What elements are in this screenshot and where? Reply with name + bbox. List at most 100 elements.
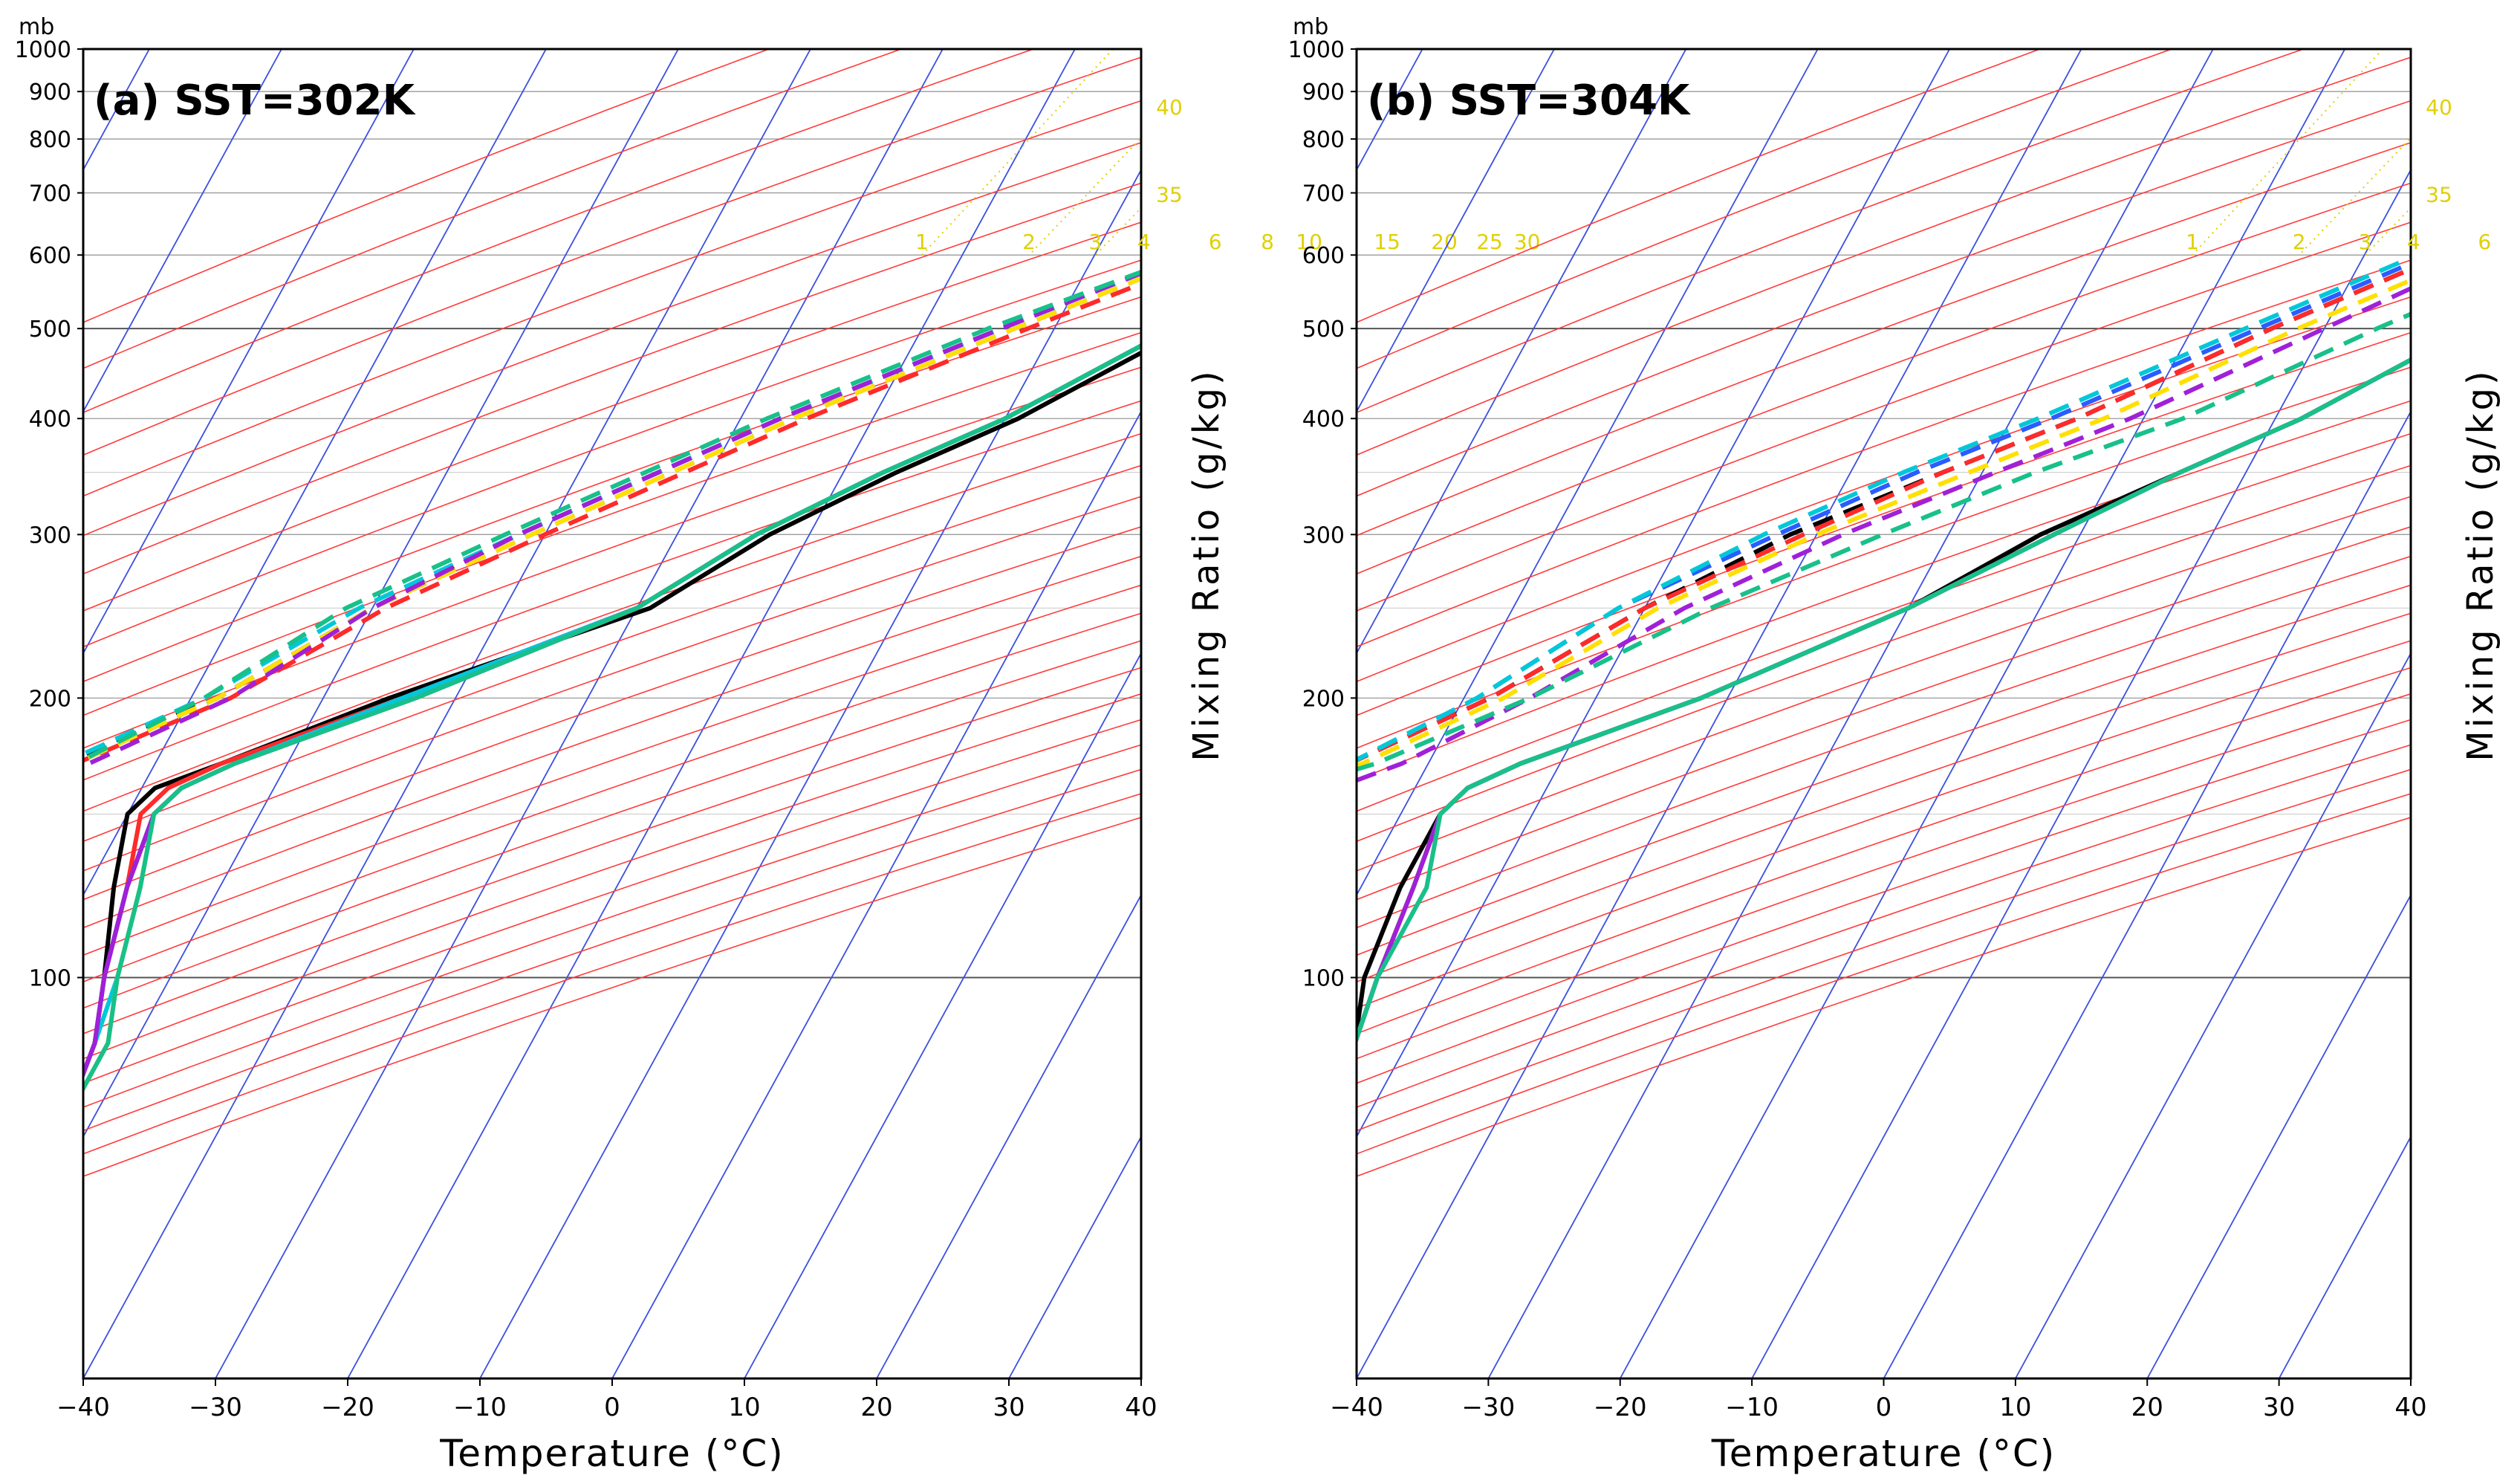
- isotherm-line: [0, 49, 17, 1378]
- plot-frame: [83, 49, 1141, 1378]
- mixing-ratio-label: 40: [2426, 95, 2452, 120]
- temperature-line-cyan: [1225, 49, 2520, 1378]
- dry-adiabat-line: [0, 30, 2029, 1463]
- temperature-line-purple: [0, 49, 1670, 1378]
- mixing-ratio-label: 4: [2407, 230, 2420, 254]
- mixing-ratio-label: 40: [1156, 95, 1183, 120]
- mixing-ratio-label: 6: [2478, 230, 2491, 254]
- y-tick-label: 1000: [1288, 37, 1345, 63]
- dry-adiabat-line: [0, 30, 2520, 1463]
- mixing-ratio-label: 2: [1022, 230, 1036, 254]
- panel-b: (b) SST=304Kmb10009008007006005004003002…: [0, 14, 2520, 1475]
- x-tick-label: −40: [1330, 1393, 1383, 1422]
- dry-adiabat-line: [0, 30, 2494, 1463]
- mixing-ratio-label: 35: [2426, 183, 2452, 207]
- x-tick-label: 0: [604, 1393, 620, 1422]
- x-tick-label: 10: [728, 1393, 760, 1422]
- dry-adiabat-line: [0, 30, 2520, 1463]
- mixing-ratio-label: 25: [1476, 230, 1503, 254]
- isotherm-line: [1884, 49, 2520, 1378]
- isotherm-line: [39, 49, 764, 1378]
- mixing-ratio-label: 4: [1137, 230, 1151, 254]
- panel-title: (a) SST=302K: [94, 77, 417, 125]
- dewpoint-line-yellow: [882, 49, 2520, 1378]
- dry-adiabat-line: [220, 30, 2520, 1463]
- temperature-line-cyan: [0, 49, 1670, 1378]
- plot-area: [0, 30, 2520, 1463]
- x-tick-label: −20: [1594, 1393, 1647, 1422]
- isotherm-line: [1009, 49, 1736, 1378]
- x-axis-label: Temperature (°C): [439, 1432, 785, 1475]
- isotherm-line: [744, 49, 1472, 1378]
- dry-adiabat-line: [0, 30, 2520, 1463]
- isotherm-line: [1620, 49, 2345, 1378]
- y-tick-label: 100: [29, 965, 71, 991]
- panel-title: (b) SST=304K: [1367, 77, 1692, 125]
- dry-adiabat-line: [0, 30, 2520, 1463]
- isotherm-line: [2016, 49, 2520, 1378]
- x-tick-label: −30: [189, 1393, 242, 1422]
- dry-adiabat-line: [0, 30, 2227, 1463]
- pressure-unit-label: mb: [19, 14, 54, 40]
- mixing-ratio-axis-label: Mixing Ratio (g/kg): [1186, 368, 1227, 762]
- temperature-line-black: [1225, 49, 2520, 1378]
- dry-adiabat-line: [0, 30, 2520, 1463]
- dry-adiabat-line: [0, 30, 2520, 1463]
- temperature-line-blue: [1225, 49, 2520, 1378]
- x-tick-label: −40: [56, 1393, 110, 1422]
- plot-area: [0, 30, 2520, 1463]
- y-tick-label: 900: [1302, 80, 1345, 106]
- panel-a: (a) SST=302Kmb10009008007006005004003002…: [0, 14, 2520, 1475]
- y-tick-label: 200: [1302, 686, 1345, 712]
- temperature-line-yellow: [1225, 49, 2520, 1378]
- dry-adiabat-line: [0, 30, 2520, 1463]
- dry-adiabat-line: [0, 30, 2520, 1463]
- dewpoint-line-purple: [882, 49, 2520, 1378]
- isotherm-line: [612, 49, 1339, 1378]
- x-tick-label: 40: [1125, 1393, 1157, 1422]
- dry-adiabat-line: [0, 30, 2520, 1463]
- dry-adiabat-line: [0, 30, 2520, 1463]
- isotherm-line: [0, 49, 149, 1378]
- y-tick-label: 300: [29, 522, 71, 548]
- y-tick-label: 500: [1302, 317, 1345, 343]
- mixing-ratio-label: 3: [2359, 230, 2372, 254]
- dry-adiabat-line: [0, 30, 2520, 1463]
- dry-adiabat-line: [0, 30, 2520, 1463]
- dry-adiabat-line: [0, 30, 2520, 1463]
- isotherm-line: [434, 49, 1159, 1378]
- mixing-ratio-label: 6: [1209, 230, 1222, 254]
- mixing-ratio-label: 8: [1261, 230, 1274, 254]
- dry-adiabat-line: [0, 30, 2163, 1463]
- x-tick-label: −10: [453, 1393, 507, 1422]
- y-tick-label: 800: [1302, 127, 1345, 153]
- mixing-ratio-label: 1: [2186, 230, 2199, 254]
- dry-adiabat-line: [0, 30, 2520, 1463]
- x-axis-label: Temperature (°C): [1711, 1432, 2056, 1475]
- mixing-ratio-line: [2414, 49, 2520, 255]
- x-tick-label: 40: [2394, 1393, 2426, 1422]
- dewpoint-line-cyan: [882, 49, 2520, 1378]
- pressure-unit-label: mb: [1293, 14, 1328, 40]
- isotherm-line: [0, 49, 678, 1378]
- dry-adiabat-line: [0, 30, 2520, 1463]
- isotherm-line: [348, 49, 1075, 1378]
- mixing-ratio-label: 2: [2293, 230, 2306, 254]
- isotherm-line: [171, 49, 896, 1378]
- dry-adiabat-line: [0, 30, 2520, 1463]
- dry-adiabat-line: [0, 30, 2520, 1463]
- mixing-ratio-label: 35: [1156, 183, 1183, 207]
- dry-adiabat-line: [0, 30, 2520, 1463]
- isotherm-line: [1357, 49, 2082, 1378]
- dry-adiabat-line: [655, 30, 2520, 1463]
- y-tick-label: 1000: [15, 37, 71, 63]
- mixing-ratio-label: 3: [1088, 230, 1102, 254]
- dry-adiabat-line: [0, 30, 2520, 1463]
- mixing-ratio-line: [2365, 49, 2520, 255]
- dry-adiabat-line: [0, 30, 1359, 1463]
- x-tick-label: −30: [1461, 1393, 1515, 1422]
- dry-adiabat-line: [0, 30, 2094, 1463]
- dewpoint-line-green: [882, 49, 2520, 1378]
